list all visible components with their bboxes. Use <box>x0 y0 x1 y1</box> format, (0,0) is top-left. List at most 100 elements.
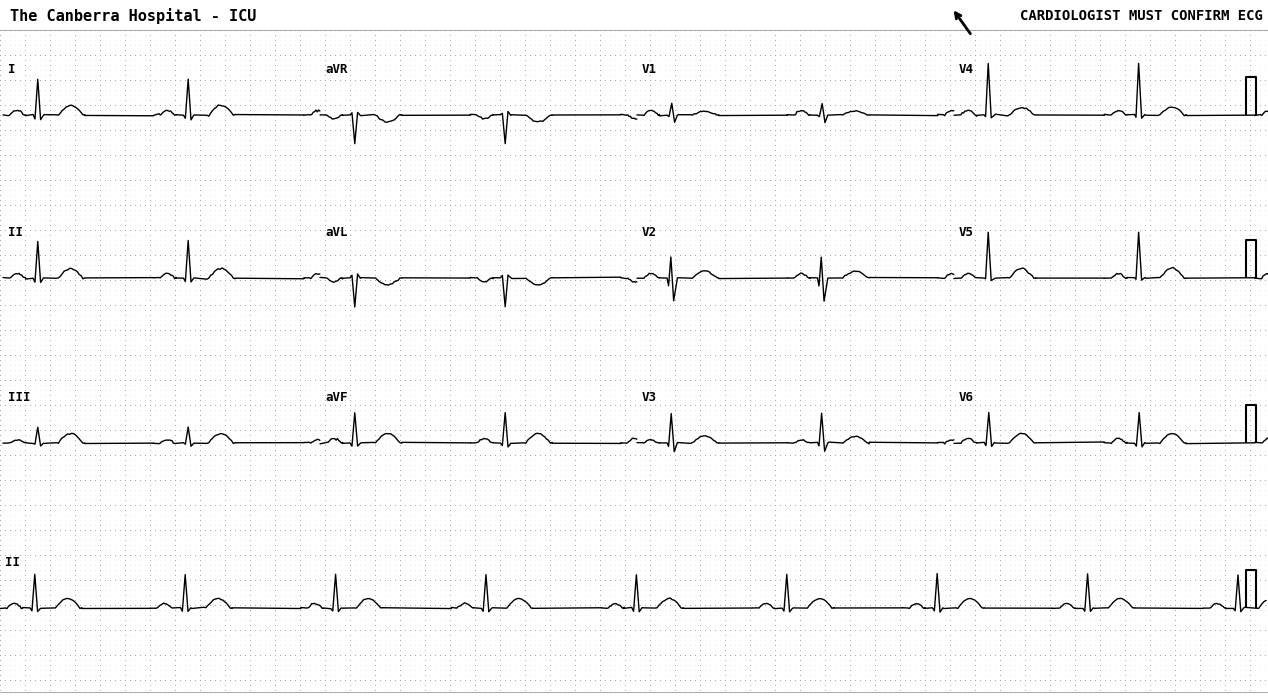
Point <box>680 369 700 381</box>
Point <box>1184 434 1205 445</box>
Point <box>0 429 20 441</box>
Point <box>844 654 865 666</box>
Point <box>1000 505 1021 516</box>
Point <box>895 615 915 626</box>
Point <box>25 245 46 256</box>
Point <box>610 459 630 470</box>
Point <box>360 349 380 360</box>
Point <box>555 194 576 206</box>
Point <box>1135 584 1155 595</box>
Point <box>540 109 560 121</box>
Point <box>1110 194 1130 206</box>
Point <box>1150 130 1170 141</box>
Point <box>115 324 136 335</box>
Point <box>670 24 690 36</box>
Point <box>1240 424 1260 436</box>
Point <box>625 675 645 686</box>
Point <box>1040 169 1060 181</box>
Point <box>455 459 476 470</box>
Point <box>1000 445 1021 456</box>
Point <box>375 59 396 70</box>
Point <box>1094 139 1115 151</box>
Point <box>0 229 15 240</box>
Point <box>290 199 311 210</box>
Point <box>890 309 910 321</box>
Point <box>65 599 85 611</box>
Point <box>1250 390 1268 401</box>
Point <box>705 155 725 166</box>
Point <box>664 579 685 590</box>
Point <box>500 125 520 136</box>
Point <box>5 330 25 341</box>
Point <box>890 595 910 606</box>
Point <box>295 54 316 66</box>
Point <box>190 629 210 641</box>
Point <box>180 454 200 466</box>
Point <box>335 439 355 450</box>
Point <box>625 40 645 51</box>
Point <box>330 270 350 281</box>
Point <box>425 379 445 390</box>
Point <box>134 404 155 415</box>
Point <box>90 360 110 371</box>
Point <box>230 409 250 420</box>
Point <box>1170 445 1191 456</box>
Point <box>590 314 610 325</box>
Point <box>850 220 870 231</box>
Point <box>1014 609 1035 620</box>
Point <box>200 224 221 236</box>
Point <box>200 464 221 475</box>
Point <box>914 54 935 66</box>
Point <box>880 579 900 590</box>
Point <box>380 335 401 346</box>
Point <box>940 245 960 256</box>
Point <box>924 245 945 256</box>
Point <box>495 450 515 461</box>
Point <box>385 539 406 551</box>
Point <box>1170 229 1191 240</box>
Point <box>1255 360 1268 371</box>
Point <box>620 595 640 606</box>
Point <box>515 319 535 330</box>
Point <box>1094 590 1115 601</box>
Point <box>525 544 545 556</box>
Point <box>1215 475 1235 486</box>
Point <box>240 324 260 335</box>
Point <box>474 615 495 626</box>
Point <box>985 284 1006 296</box>
Point <box>260 245 280 256</box>
Point <box>535 34 555 45</box>
Point <box>85 40 105 51</box>
Point <box>715 409 735 420</box>
Point <box>299 164 320 176</box>
Point <box>20 224 41 236</box>
Point <box>435 645 455 656</box>
Point <box>715 84 735 95</box>
Point <box>1194 135 1215 146</box>
Point <box>115 70 136 81</box>
Point <box>950 569 970 581</box>
Point <box>420 514 440 526</box>
Point <box>115 330 136 341</box>
Point <box>560 45 581 56</box>
Point <box>1140 615 1160 626</box>
Point <box>785 450 805 461</box>
Point <box>1120 365 1140 376</box>
Point <box>450 544 470 556</box>
Point <box>950 599 970 611</box>
Point <box>895 625 915 636</box>
Point <box>780 464 800 475</box>
Point <box>675 505 695 516</box>
Point <box>510 309 530 321</box>
Point <box>1130 245 1150 256</box>
Point <box>659 354 680 365</box>
Point <box>145 675 165 686</box>
Point <box>625 240 645 251</box>
Point <box>595 549 615 560</box>
Point <box>0 429 15 441</box>
Point <box>205 500 226 511</box>
Point <box>945 130 965 141</box>
Point <box>1045 45 1065 56</box>
Point <box>190 84 210 95</box>
Point <box>955 379 975 390</box>
